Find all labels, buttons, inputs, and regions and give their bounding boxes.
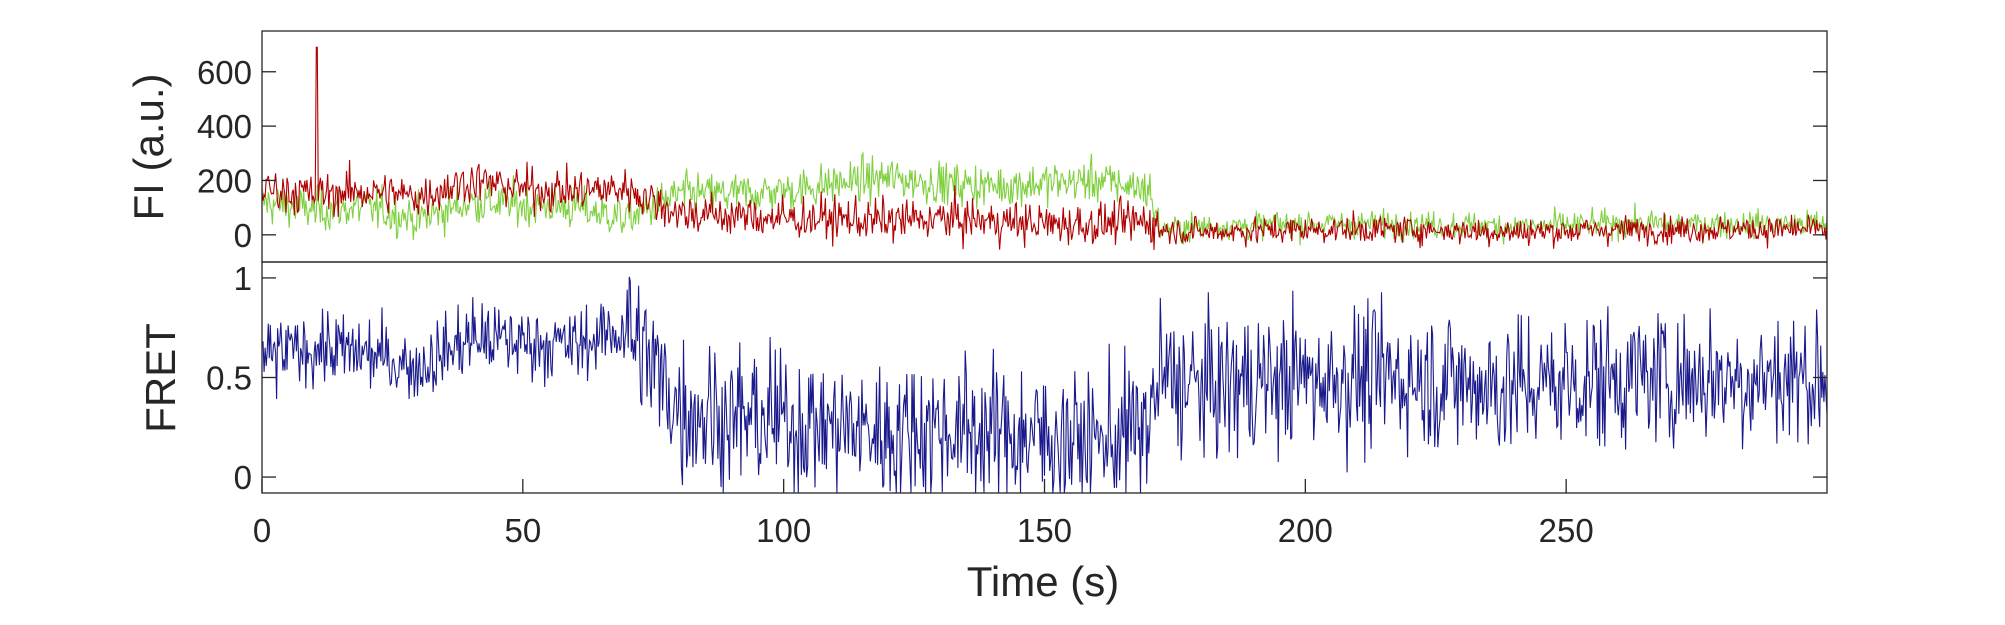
fret-y-tick-label: 0.5 (206, 360, 252, 397)
fret-series-line-0 (261, 276, 1828, 494)
time-x-axis-label: Time (s) (967, 558, 1119, 605)
fret-traces (261, 276, 1828, 494)
fluorescence-y-ticks: 0 200 400 600 (197, 54, 1827, 254)
time-x-tick-label: 100 (756, 512, 811, 549)
fret-y-ticks: 00.51 (206, 260, 1827, 496)
fluorescence-y-tick-label: 0 (234, 217, 252, 254)
fluorescence-panel: 0 200 400 600 FI (a.u.) (125, 46, 1828, 254)
fret-axes-box (261, 261, 1828, 494)
fluorescence-y-tick-label: 600 (197, 54, 252, 91)
fluorescence-y-tick-label: 400 (197, 108, 252, 145)
time-x-tick-label: 0 (253, 512, 271, 549)
fluorescence-series-line-1 (261, 46, 1828, 251)
time-x-tick-label: 150 (1017, 512, 1072, 549)
time-x-tick-label: 250 (1539, 512, 1594, 549)
time-x-ticks: 0 50 100 150 200 250 (253, 479, 1594, 549)
fluorescence-traces (261, 46, 1828, 251)
time-x-tick-label: 50 (504, 512, 541, 549)
fluorescence-y-tick-label: 200 (197, 162, 252, 199)
fret-panel: 00.51 0 50 100 150 200 250 FRET Time (s) (137, 260, 1828, 605)
fret-y-tick-label: 0 (234, 459, 252, 496)
fret-y-tick-label: 1 (234, 260, 252, 297)
fret-y-axis-label: FRET (137, 323, 184, 433)
fluorescence-y-axis-label: FI (a.u.) (125, 73, 172, 220)
time-x-tick-label: 200 (1278, 512, 1333, 549)
fluorescence-series-line-0 (261, 151, 1828, 246)
